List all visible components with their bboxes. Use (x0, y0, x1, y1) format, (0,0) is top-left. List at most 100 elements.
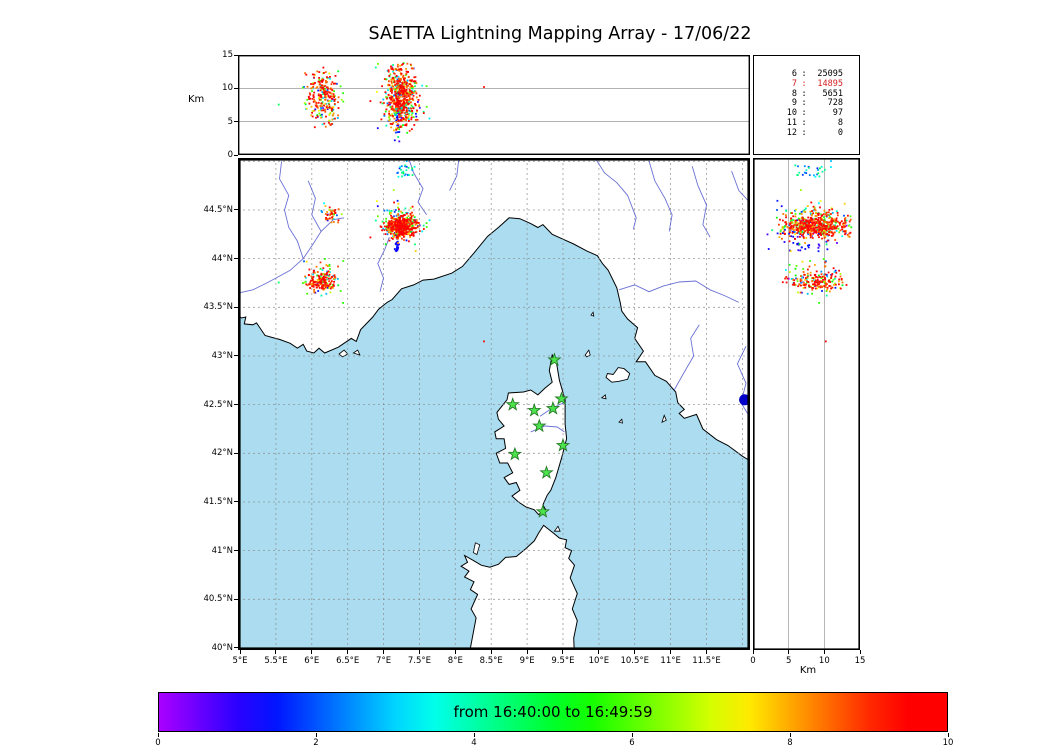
lat-tick-label: 44.5°N (203, 204, 233, 215)
tick-mark (418, 650, 420, 654)
lon-tick-label: 9°E (519, 656, 535, 666)
tick-mark (315, 733, 317, 737)
source-count-row: 9:728 (791, 98, 843, 109)
alt-tick-label: 5 (227, 116, 233, 127)
altitude-latitude-panel (753, 158, 860, 650)
colorbar-tick-label: 10 (942, 738, 954, 748)
small-island (600, 394, 607, 400)
tick-mark (233, 355, 238, 357)
source-count-row: 12:0 (786, 127, 843, 138)
scatter-points-lon-alt (277, 62, 485, 143)
lon-altitude-panel (238, 55, 750, 155)
alt-lat-frame (753, 158, 860, 650)
station-star-icon (554, 391, 569, 405)
station-star-icon (545, 400, 561, 415)
lon-tick-label: 5°E (232, 656, 248, 666)
station-star-icon (535, 504, 551, 518)
lon-tick-label: 7°E (376, 656, 392, 666)
tick-mark (562, 650, 564, 654)
station-star-icon (547, 352, 562, 367)
station-star-icon (507, 446, 523, 461)
tick-mark (233, 54, 238, 56)
tick-mark (383, 650, 385, 654)
lon-tick-label: 11.5°E (692, 656, 721, 666)
tick-mark (631, 733, 633, 737)
alt-tick-label: 10 (222, 83, 233, 94)
tick-mark (788, 650, 790, 654)
altitude-axis-label: Km (188, 94, 205, 105)
lon-tick-label: 7.5°E (407, 656, 431, 666)
time-colorbar: from 16:40:00 to 16:49:59 (158, 692, 948, 732)
colorbar-tick-label: 6 (629, 738, 635, 748)
colorbar-tick-label: 2 (313, 738, 319, 748)
lon-tick-label: 6°E (304, 656, 320, 666)
lat-tick-label: 43.5°N (203, 302, 233, 313)
small-island (352, 349, 361, 356)
km-tick-label: 0 (750, 656, 756, 666)
tick-mark (233, 121, 238, 123)
lon-tick-label: 11°E (660, 656, 681, 666)
lat-tick-label: 41°N (211, 545, 233, 556)
mainland-coastline (238, 158, 750, 462)
lat-tick-label: 42.5°N (203, 399, 233, 410)
tick-mark (490, 650, 492, 654)
tick-mark (526, 650, 528, 654)
small-island (553, 525, 561, 532)
lat-tick-label: 40.5°N (203, 594, 233, 605)
blue-dot-marker (739, 394, 750, 406)
tick-mark (311, 650, 313, 654)
tick-mark (634, 650, 636, 654)
tick-mark (157, 733, 159, 737)
lon-tick-label: 10°E (588, 656, 610, 666)
station-star-icon (539, 465, 554, 479)
alt-tick-label: 15 (222, 50, 233, 60)
tick-mark (823, 650, 825, 654)
figure-title: SAETTA Lightning Mapping Array - 17/06/2… (368, 24, 752, 44)
lon-alt-frame (238, 55, 750, 155)
small-island (590, 311, 595, 317)
small-island (661, 414, 667, 423)
source-count-rows: 6:25095 7:14895 8:5651 9:728 10:97 11:8 12:0 (754, 69, 859, 139)
alt-tick-label: 0 (227, 150, 233, 160)
colorbar-tick-label: 4 (471, 738, 477, 748)
lat-tick-label: 42°N (211, 448, 233, 459)
lma-stations (505, 352, 571, 518)
tick-mark (789, 733, 791, 737)
tick-mark (233, 647, 238, 649)
tick-mark (598, 650, 600, 654)
tick-mark (233, 87, 238, 89)
map-graticule (238, 158, 750, 650)
tick-mark (233, 501, 238, 503)
tick-mark (454, 650, 456, 654)
source-count-row: 11:8 (786, 117, 843, 128)
small-island (584, 349, 591, 358)
source-count-panel: 6:25095 7:14895 8:5651 9:728 10:97 11:8 12:0 (753, 55, 860, 155)
tick-mark (347, 650, 349, 654)
km-axis-label: Km (799, 665, 817, 676)
tick-mark (233, 404, 238, 406)
lon-tick-label: 8.5°E (479, 656, 503, 666)
source-count-row: 6:25095 (791, 69, 843, 79)
tick-mark (670, 650, 672, 654)
km-tick-label: 10 (818, 656, 830, 666)
tick-mark (473, 733, 475, 737)
lat-tick-label: 40°N (211, 642, 233, 653)
scatter-points-alt-lat (766, 160, 853, 343)
source-count-row: 7:14895 (791, 78, 843, 89)
km-tick-label: 5 (785, 656, 792, 666)
small-island (472, 542, 481, 556)
lon-tick-label: 6.5°E (336, 656, 360, 666)
source-count-row: 8:5651 (791, 88, 843, 99)
source-count-row: 10:97 (786, 108, 843, 119)
lat-tick-label: 44°N (211, 253, 233, 264)
scatter-points-map (277, 160, 485, 343)
station-star-icon (555, 437, 571, 452)
tick-mark (233, 598, 238, 600)
sardinia-coastline (460, 524, 578, 650)
lat-tick-label: 41.5°N (203, 496, 233, 507)
map-frame (238, 158, 750, 650)
map-panel (238, 158, 750, 650)
tick-mark (233, 258, 238, 260)
lon-tick-label: 5.5°E (264, 656, 288, 666)
